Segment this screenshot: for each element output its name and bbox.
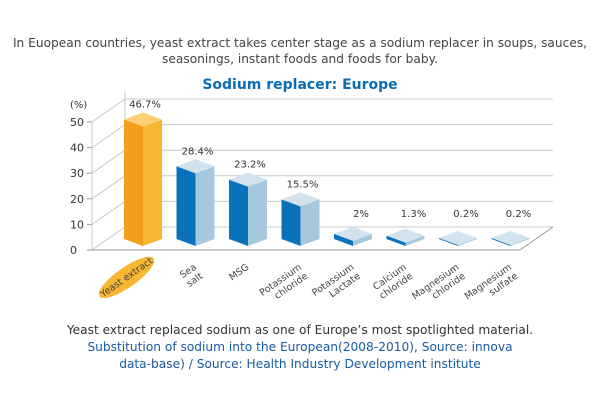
bar-right-face	[248, 179, 267, 246]
chart-title: Sodium replacer: Europe	[202, 77, 398, 93]
bar-left-face	[229, 179, 248, 246]
gridline-side	[91, 226, 126, 251]
bar-right-face	[405, 235, 425, 246]
footer: Yeast extract replaced sodium as one of …	[0, 322, 600, 373]
data-label: 0.2%	[506, 209, 531, 220]
category-label: MSG	[227, 262, 251, 283]
bar-right-face	[510, 238, 530, 246]
highlight-ellipse	[98, 256, 155, 299]
bar-left-face	[491, 238, 511, 246]
y-tick-label: 10	[70, 218, 84, 231]
y-tick-label: 0	[70, 244, 77, 257]
bar-top-face	[281, 192, 320, 207]
bar-top-face	[176, 159, 215, 174]
bar-left-face	[281, 199, 301, 246]
bar-left-face	[439, 238, 458, 246]
bar-top-face	[124, 112, 162, 127]
bar	[334, 226, 372, 246]
bar	[281, 192, 320, 246]
gridline-side	[91, 200, 126, 225]
bar	[386, 228, 425, 246]
bar-left-face	[334, 233, 353, 246]
bar	[176, 159, 215, 246]
data-label: 23.2%	[234, 160, 266, 171]
bar-left-face	[124, 119, 143, 246]
floor-right-edge	[519, 226, 554, 251]
y-tick-label: 40	[70, 142, 84, 155]
bar	[491, 231, 530, 246]
y-tick-label: 30	[70, 167, 84, 180]
category-label-text: Yeast extract	[98, 255, 156, 300]
category-label-text: MSG	[227, 262, 251, 283]
gridline-side	[91, 124, 126, 149]
gridline-side	[91, 98, 126, 123]
bar-right-face	[353, 233, 372, 246]
bar-top-face	[386, 228, 425, 243]
y-tick-label: 20	[70, 193, 84, 206]
data-label: 1.3%	[401, 209, 426, 220]
footer-line-1: Yeast extract replaced sodium as one of …	[66, 323, 534, 337]
footer-source: Substitution of sodium into the European…	[87, 340, 513, 371]
bar-left-face	[176, 166, 196, 246]
bar-right-face	[195, 166, 215, 246]
bar-right-face	[300, 199, 320, 246]
gridline-side	[91, 175, 126, 200]
data-label: 15.5%	[287, 179, 319, 190]
y-tick-label: 50	[70, 116, 84, 129]
y-axis-label: (%)	[70, 100, 87, 111]
intro-text: In Euopean countries, yeast extract take…	[12, 36, 588, 66]
bar-top-face	[439, 231, 477, 245]
data-label: 0.2%	[453, 209, 478, 220]
data-label: 2%	[353, 209, 369, 220]
category-label: Yeast extract	[98, 255, 156, 300]
bar	[439, 231, 477, 246]
bar-right-face	[458, 238, 477, 246]
bar-top-face	[229, 172, 267, 187]
bar-right-face	[143, 119, 162, 246]
data-label: 28.4%	[182, 146, 214, 157]
bar-top-face	[334, 226, 372, 241]
data-label: 46.7%	[129, 99, 161, 110]
bar	[124, 112, 162, 246]
bar-left-face	[386, 235, 406, 246]
bar	[229, 172, 267, 246]
bar-top-face	[491, 231, 530, 245]
gridline-side	[91, 149, 126, 174]
